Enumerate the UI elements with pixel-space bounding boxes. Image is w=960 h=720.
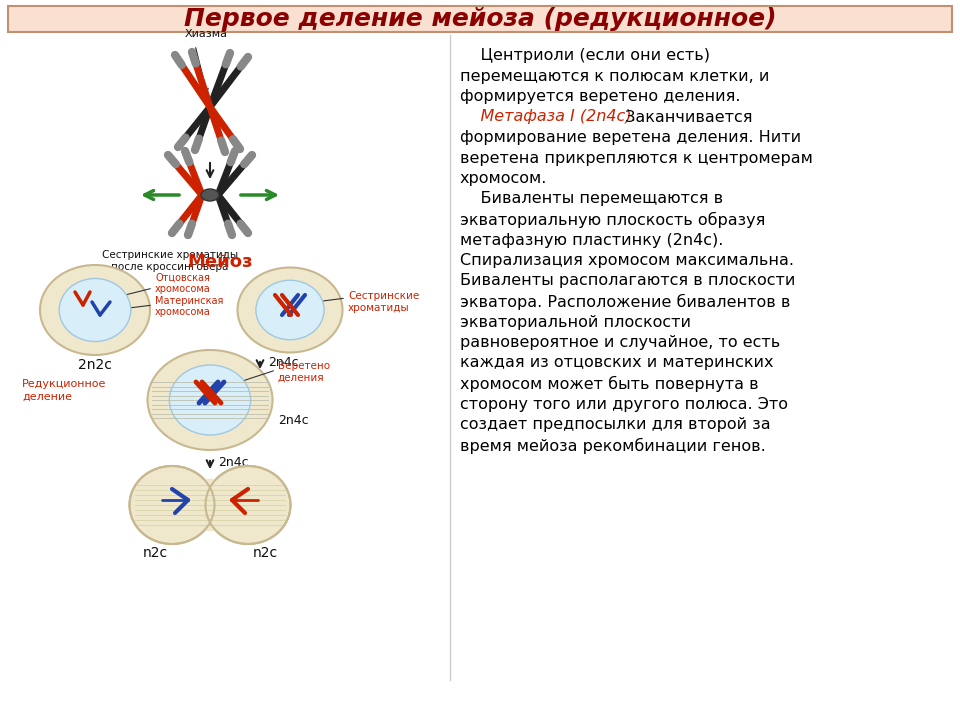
Text: время мейоза рекомбинации генов.: время мейоза рекомбинации генов.: [460, 438, 766, 454]
Text: Мейоз: Мейоз: [187, 253, 252, 271]
Text: Спирализация хромосом максимальна.: Спирализация хромосом максимальна.: [460, 253, 794, 268]
Ellipse shape: [237, 268, 343, 353]
Text: Центриоли (если они есть): Центриоли (если они есть): [460, 48, 710, 63]
Ellipse shape: [40, 265, 150, 355]
Text: создает предпосылки для второй за: создает предпосылки для второй за: [460, 417, 771, 432]
Text: перемещаются к полюсам клетки, и: перемещаются к полюсам клетки, и: [460, 68, 769, 84]
Ellipse shape: [256, 280, 324, 340]
Ellipse shape: [205, 466, 291, 544]
FancyBboxPatch shape: [8, 6, 952, 32]
Text: Веретено
деления: Веретено деления: [278, 361, 330, 383]
Text: Сестринские
хроматиды: Сестринские хроматиды: [348, 291, 420, 312]
Text: Метафаза I (2n4c).: Метафаза I (2n4c).: [460, 109, 636, 125]
Ellipse shape: [169, 365, 251, 435]
Text: метафазную пластинку (2n4c).: метафазную пластинку (2n4c).: [460, 233, 724, 248]
Text: экватора. Расположение бивалентов в: экватора. Расположение бивалентов в: [460, 294, 790, 310]
Text: формирование веретена деления. Нити: формирование веретена деления. Нити: [460, 130, 802, 145]
Text: Заканчивается: Заканчивается: [620, 109, 753, 125]
Text: Биваленты перемещаются в: Биваленты перемещаются в: [460, 192, 723, 207]
Text: формируется веретено деления.: формируется веретено деления.: [460, 89, 740, 104]
Text: экваториальной плоскости: экваториальной плоскости: [460, 315, 691, 330]
Text: 2n4c: 2n4c: [278, 413, 308, 426]
Text: Биваленты располагаются в плоскости: Биваленты располагаются в плоскости: [460, 274, 796, 289]
Ellipse shape: [130, 466, 214, 544]
Text: n2c: n2c: [252, 546, 277, 560]
Text: Сестринские хроматиды
после кроссинговера: Сестринские хроматиды после кроссинговер…: [102, 250, 238, 272]
Ellipse shape: [190, 480, 230, 530]
Text: равновероятное и случайное, то есть: равновероятное и случайное, то есть: [460, 335, 780, 350]
Text: сторону того или другого полюса. Это: сторону того или другого полюса. Это: [460, 397, 788, 412]
Ellipse shape: [201, 189, 219, 201]
Ellipse shape: [148, 350, 273, 450]
Text: Хиазма: Хиазма: [185, 29, 228, 39]
Text: 2n4c: 2n4c: [218, 456, 249, 469]
Text: Отцовская
хромосома
Материнская
хромосома: Отцовская хромосома Материнская хромосом…: [155, 273, 224, 318]
Text: 2n4c: 2n4c: [268, 356, 299, 369]
Ellipse shape: [60, 279, 131, 341]
Text: n2c: n2c: [142, 546, 168, 560]
Text: хромосом может быть повернута в: хромосом может быть повернута в: [460, 376, 758, 392]
Text: 2n2c: 2n2c: [78, 358, 112, 372]
Text: хромосом.: хромосом.: [460, 171, 547, 186]
Text: экваториальную плоскость образуя: экваториальную плоскость образуя: [460, 212, 765, 228]
Text: Первое деление мейоза (редукционное): Первое деление мейоза (редукционное): [183, 7, 777, 31]
Text: веретена прикрепляются к центромерам: веретена прикрепляются к центромерам: [460, 150, 813, 166]
Text: каждая из отцовских и материнских: каждая из отцовских и материнских: [460, 356, 774, 371]
Text: Редукционное
деление: Редукционное деление: [22, 379, 107, 401]
